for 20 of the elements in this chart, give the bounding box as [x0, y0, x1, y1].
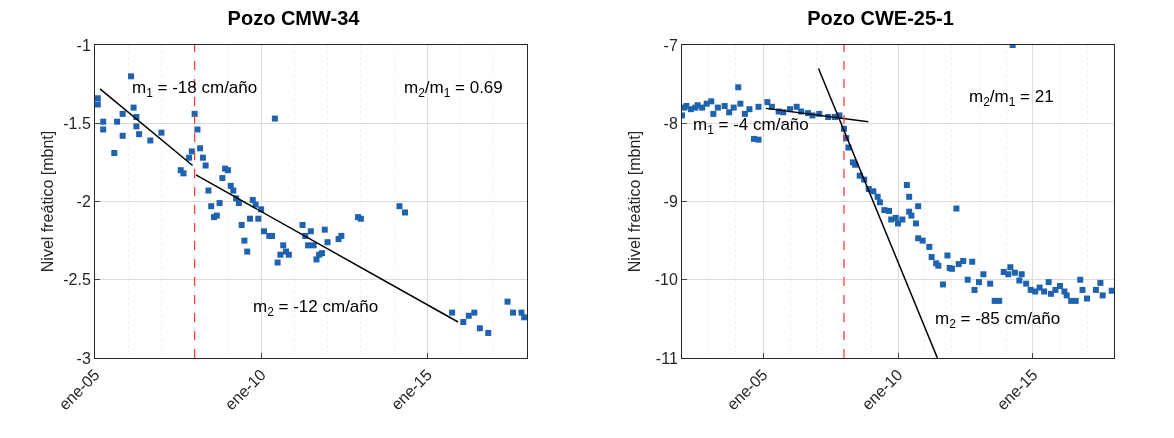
- chart-title: Pozo CMW-34: [227, 6, 361, 29]
- y-tick-label: -7: [663, 36, 678, 54]
- y-axis-title: Nivel freático [mbnt]: [39, 130, 56, 273]
- y-tick-label: -8: [663, 114, 678, 132]
- y-tick-label: -9: [663, 193, 678, 211]
- annotation: m$_{2}$/m$_{1}$ = 0.69: [404, 78, 503, 100]
- y-tick-label: -2: [76, 193, 91, 211]
- y-tick-label: -3: [76, 349, 91, 367]
- y-tick-label: -1.5: [63, 114, 91, 132]
- chart-title: Pozo CWE-25-1: [807, 6, 954, 29]
- annotation: m$_{2}$/m$_{1}$ = 21: [969, 87, 1054, 109]
- y-tick-label: -2.5: [63, 271, 91, 289]
- y-tick-label: -1: [76, 36, 91, 54]
- annotation: m$_{2}$ = -12 cm/año: [253, 297, 379, 319]
- y-axis-title: Nivel freático [mbnt]: [626, 130, 643, 273]
- y-tick-label: -11: [655, 349, 678, 367]
- y-tick-label: -10: [654, 271, 678, 289]
- annotation: m$_{1}$ = -4 cm/año: [693, 115, 809, 137]
- annotation: m$_{2}$ = -85 cm/año: [935, 309, 1061, 331]
- annotation: m$_{1}$ = -18 cm/año: [132, 78, 258, 100]
